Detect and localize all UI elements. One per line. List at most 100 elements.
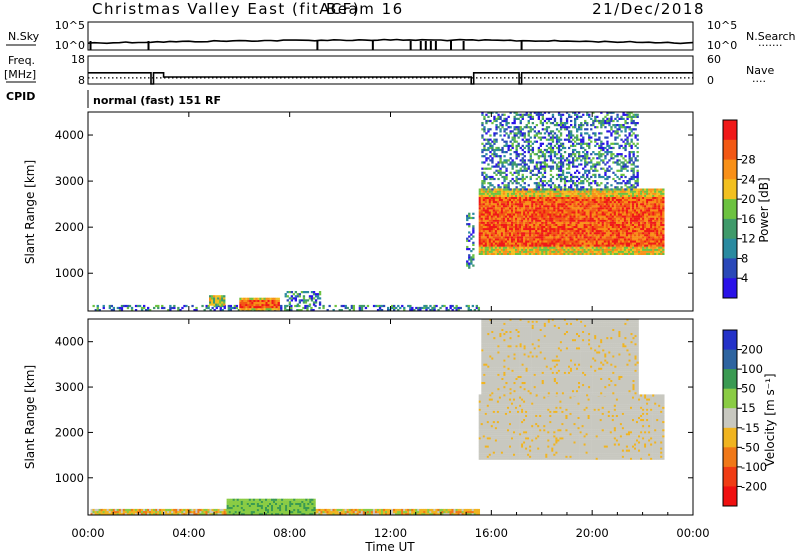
power-data-cell <box>243 303 246 307</box>
power-data-cell <box>570 155 573 158</box>
power-data-cell <box>521 207 524 210</box>
power-data-cell <box>495 119 498 123</box>
power-data-cell <box>575 242 578 245</box>
power-data-cell <box>403 306 406 310</box>
power-data-cell <box>563 223 566 226</box>
power-data-cell <box>507 190 510 193</box>
power-data-cell <box>609 250 613 253</box>
power-data-cell <box>601 252 605 255</box>
power-data-cell <box>580 155 583 158</box>
power-data-cell <box>589 252 592 255</box>
power-data-cell <box>656 217 659 220</box>
power-data-cell <box>615 242 619 245</box>
power-data-cell <box>417 309 420 312</box>
power-data-cell <box>535 194 538 197</box>
power-data-cell <box>630 225 633 229</box>
power-data-cell <box>527 238 530 241</box>
power-data-cell <box>652 234 655 237</box>
power-data-cell <box>535 165 539 168</box>
power-data-cell <box>543 111 547 114</box>
power-data-cell <box>572 151 575 154</box>
power-data-cell <box>537 209 540 212</box>
power-data-cell <box>505 177 508 181</box>
power-data-cell <box>623 219 627 222</box>
power-data-cell <box>502 232 506 235</box>
power-data-cell <box>492 194 496 197</box>
power-data-cell <box>585 207 588 210</box>
velocity-data-cell <box>98 508 101 512</box>
power-data-cell <box>569 236 572 239</box>
power-data-cell <box>493 186 496 189</box>
power-data-cell <box>523 205 526 208</box>
sky-left-tick-top: 10^5 <box>55 19 85 32</box>
power-data-cell <box>437 309 440 312</box>
power-data-cell <box>626 180 629 183</box>
power-data-cell <box>219 304 222 308</box>
power-data-cell <box>571 252 574 255</box>
power-data-cell <box>509 246 512 249</box>
power-data-cell <box>419 309 422 312</box>
power-colorbar-swatch <box>723 139 737 160</box>
power-data-cell <box>599 242 603 245</box>
power-data-cell <box>490 213 494 216</box>
power-data-cell <box>640 236 643 239</box>
power-data-cell <box>634 227 637 231</box>
power-data-cell <box>628 151 631 154</box>
power-data-cell <box>595 244 599 247</box>
power-data-cell <box>606 153 609 156</box>
power-data-cell <box>648 221 651 224</box>
power-data-cell <box>541 219 544 222</box>
power-data-cell <box>519 240 522 243</box>
power-data-cell <box>583 244 586 247</box>
power-data-cell <box>545 201 548 204</box>
power-data-cell <box>607 240 611 243</box>
power-data-cell <box>658 242 661 245</box>
power-data-cell <box>193 309 196 312</box>
power-data-cell <box>529 250 532 253</box>
power-data-cell <box>628 161 631 164</box>
power-data-cell <box>513 140 516 143</box>
power-data-cell <box>531 169 535 172</box>
power-data-cell <box>553 153 557 156</box>
power-data-cell <box>484 215 488 218</box>
power-data-cell <box>539 248 542 251</box>
power-data-cell <box>203 309 206 312</box>
power-data-cell <box>640 223 643 226</box>
power-data-cell <box>557 198 560 202</box>
power-data-cell <box>483 148 486 152</box>
power-data-cell <box>486 230 490 233</box>
power-data-cell <box>557 169 561 172</box>
power-data-cell <box>502 194 506 197</box>
power-data-cell <box>614 130 617 133</box>
power-data-cell <box>513 219 516 222</box>
power-data-cell <box>611 188 615 191</box>
power-data-cell <box>642 242 645 245</box>
power-data-cell <box>573 240 576 243</box>
power-data-cell <box>539 142 543 145</box>
power-data-cell <box>527 130 530 133</box>
power-data-cell <box>481 128 484 131</box>
power-data-cell <box>632 163 635 166</box>
power-data-cell <box>628 157 631 160</box>
power-data-cell <box>496 217 500 220</box>
power-data-cell <box>634 225 637 229</box>
power-data-cell <box>533 219 536 222</box>
power-data-cell <box>519 122 522 125</box>
velocity-data-cell <box>132 511 136 514</box>
power-data-cell <box>535 132 539 135</box>
power-data-cell <box>599 213 603 216</box>
power-data-cell <box>239 303 242 307</box>
power-data-cell <box>574 124 577 127</box>
power-data-cell <box>599 248 603 251</box>
power-data-cell <box>569 252 572 255</box>
power-data-cell <box>498 205 502 208</box>
power-data-cell <box>628 232 631 235</box>
power-data-cell <box>561 240 564 243</box>
power-data-cell <box>505 161 508 164</box>
power-data-cell <box>555 122 559 125</box>
power-data-cell <box>521 190 524 193</box>
power-data-cell <box>573 211 576 214</box>
power-data-cell <box>537 250 540 253</box>
power-data-cell <box>504 209 508 212</box>
power-data-cell <box>515 221 518 224</box>
